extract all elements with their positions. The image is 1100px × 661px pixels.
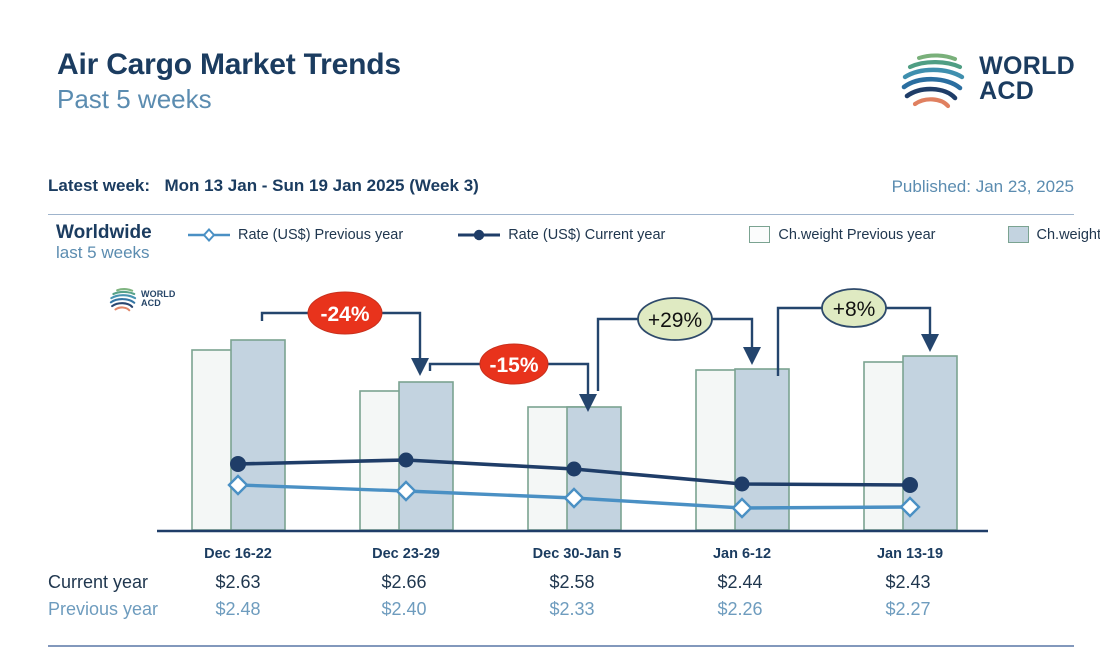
legend-item-chweight-current-year[interactable]: Ch.weight Current year: [1007, 226, 1100, 243]
value-table-row-label-current-year: Current year: [48, 572, 149, 592]
watermark-line-world: WORLD: [141, 288, 176, 299]
legend-row: Worldwide last 5 weeks Rate (US$) Previo…: [48, 222, 1100, 274]
value-cell-current-year: $2.43: [885, 572, 931, 592]
legend-label-rate-previous-year: Rate (US$) Previous year: [238, 226, 404, 243]
page-subtitle: Past 5 weeks: [57, 83, 212, 114]
x-axis-label: Dec 30-Jan 5: [532, 546, 622, 562]
latest-week-bar: Latest week: Mon 13 Jan - Sun 19 Jan 202…: [48, 176, 1074, 212]
logo-line-world: WORLD: [979, 51, 1075, 80]
bar-chweight-current: [230, 339, 286, 531]
value-table: Current year Previous year $2.63 $2.66 $…: [0, 572, 1100, 630]
latest-week-label: Latest week:: [48, 176, 151, 195]
divider-bottom: [48, 645, 1074, 647]
legend-label-rate-current-year: Rate (US$) Current year: [508, 226, 666, 243]
line-diamond-marker-icon: [188, 227, 230, 242]
chart-watermark-logo: WORLD ACD: [108, 286, 176, 312]
region-subtitle: last 5 weeks: [56, 243, 150, 263]
legend-items: Rate (US$) Previous year Rate (US$) Curr…: [188, 226, 1100, 243]
value-cell-previous-year: $2.27: [885, 599, 931, 619]
annotation-label--15: -15%: [489, 354, 538, 377]
worldacd-globe-swoosh-icon: [109, 288, 137, 312]
logo-line-acd: ACD: [979, 77, 1035, 105]
region-name: Worldwide: [56, 222, 152, 243]
value-cell-previous-year: $2.48: [215, 599, 261, 619]
chart-svg: -24% -15% +29% +8%: [157, 288, 988, 533]
chart-watermark-text: WORLD ACD: [141, 288, 176, 308]
header-block: Air Cargo Market Trends Past 5 weeks: [57, 48, 401, 115]
worldacd-logo-text: WORLD ACD: [979, 51, 1075, 105]
legend-swatch-filled-box-icon: [1007, 226, 1029, 243]
annotation-badge-+8: +8%: [821, 288, 887, 328]
legend-item-chweight-previous-year[interactable]: Ch.weight Previous year: [749, 226, 936, 243]
legend-label-chweight-current-year: Ch.weight Current year: [1036, 226, 1100, 243]
legend-label-chweight-previous-year: Ch.weight Previous year: [778, 226, 936, 243]
x-axis-label: Dec 16-22: [204, 546, 272, 562]
value-cell-previous-year: $2.33: [549, 599, 595, 619]
annotation-label-+29: +29%: [648, 309, 702, 332]
annotation-label--24: -24%: [320, 303, 369, 326]
markers-rate-current-year: [230, 452, 918, 493]
markers-rate-previous-year: [227, 474, 921, 519]
value-cell-current-year: $2.63: [215, 572, 261, 592]
worldacd-logo: WORLD ACD: [897, 48, 1075, 110]
legend-item-rate-current-year[interactable]: Rate (US$) Current year: [458, 227, 665, 243]
region-block: Worldwide last 5 weeks: [56, 222, 152, 264]
latest-week-value: Mon 13 Jan - Sun 19 Jan 2025 (Week 3): [164, 176, 479, 195]
annotation-badge--24: -24%: [307, 291, 383, 335]
page-title: Air Cargo Market Trends: [57, 48, 401, 81]
value-cell-current-year: $2.44: [717, 572, 763, 592]
value-cell-current-year: $2.58: [549, 572, 595, 592]
value-cell-current-year: $2.66: [381, 572, 427, 592]
line-circle-marker-icon: [458, 229, 501, 240]
x-axis-labels: Dec 16-22 Dec 23-29 Dec 30-Jan 5 Jan 6-1…: [0, 546, 1100, 568]
annotation-badge--15: -15%: [479, 343, 549, 385]
x-axis-label: Jan 13-19: [876, 546, 944, 562]
bar-group-dec-16-22: [191, 339, 286, 531]
legend-swatch-open-box-icon: [749, 226, 771, 243]
annotation-badge-+29: +29%: [637, 297, 713, 341]
legend-item-rate-previous-year[interactable]: Rate (US$) Previous year: [188, 227, 403, 243]
chart-canvas: -24% -15% +29% +8%: [0, 276, 1100, 546]
worldacd-globe-swoosh-icon: [901, 53, 965, 109]
value-table-row-label-previous-year: Previous year: [48, 599, 159, 619]
value-cell-previous-year: $2.26: [717, 599, 763, 619]
value-cell-previous-year: $2.40: [381, 599, 427, 619]
annotation-arrowheads: [411, 334, 939, 412]
x-axis-label: Jan 6-12: [712, 546, 772, 562]
annotation-label-+8: +8%: [833, 298, 876, 321]
watermark-line-acd: ACD: [141, 298, 161, 308]
published-date: Published: Jan 23, 2025: [891, 177, 1074, 196]
divider-top: [48, 214, 1074, 215]
x-axis-label: Dec 23-29: [372, 546, 440, 562]
